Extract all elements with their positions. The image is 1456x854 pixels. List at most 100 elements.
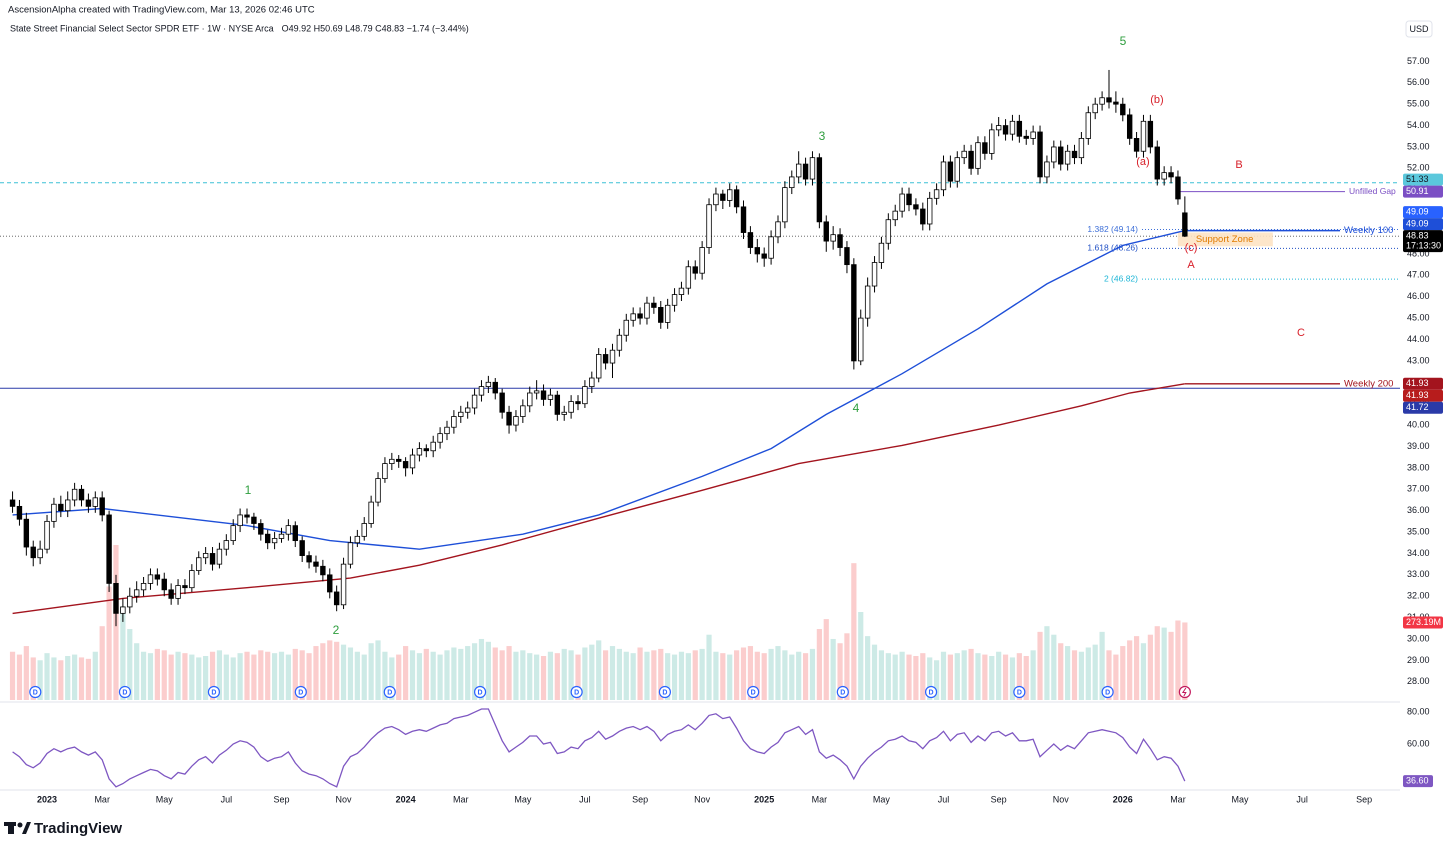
candle-body [837, 234, 843, 248]
volume-bar [465, 646, 471, 700]
candle-body [795, 163, 802, 178]
dividend-marker [29, 685, 42, 699]
dividend-marker [1101, 685, 1114, 699]
candle-body [85, 499, 92, 507]
volume-bar [1051, 634, 1057, 700]
candle-body [230, 525, 236, 542]
ma-label: Weekly 100 [1344, 225, 1393, 236]
volume-bar [203, 655, 209, 700]
logo-mark [4, 822, 16, 826]
candle-body [99, 497, 105, 516]
volume-bar [513, 651, 519, 700]
dividend-marker [836, 685, 849, 699]
candle-body [120, 606, 126, 614]
candle-body [251, 516, 257, 524]
support-zone [1177, 232, 1273, 247]
volume-bar [789, 654, 795, 700]
rsi-label-box [1403, 775, 1433, 788]
level-label: Unfilled Gap [1349, 186, 1396, 196]
volume-bar [223, 654, 229, 700]
candle-body [71, 488, 78, 501]
candle-body [1126, 114, 1133, 139]
price-label: 48.83 [1406, 231, 1429, 241]
volume-bar [734, 650, 740, 700]
volume-bar [216, 650, 223, 700]
volume-bar [527, 653, 533, 700]
candle-body [637, 313, 643, 319]
dividend-label: D [662, 689, 667, 696]
y-tick-label: 57.00 [1407, 56, 1430, 66]
candle-body [320, 565, 326, 576]
volume-bar [65, 655, 71, 700]
volume-bar [444, 650, 450, 700]
candle-body [1099, 97, 1105, 105]
candle-body [678, 287, 685, 295]
candle-body [147, 574, 154, 584]
candle-body [885, 219, 892, 244]
volume-bar [1078, 651, 1085, 700]
dividend-label: D [298, 689, 303, 696]
candle-body [892, 210, 898, 221]
volume-bar [658, 648, 664, 700]
x-tick-label: 2026 [1113, 794, 1133, 804]
volume-bar [9, 651, 16, 700]
volume-bar [127, 629, 133, 700]
candle-body [733, 189, 740, 208]
candle-body [595, 354, 602, 379]
volume-bar [99, 626, 105, 700]
x-tick-label: Jul [579, 794, 591, 804]
wave-label: B [1235, 159, 1242, 171]
volume-bar [713, 651, 719, 700]
volume-bar [692, 650, 698, 700]
y-tick-label: 53.00 [1407, 141, 1430, 151]
currency[interactable]: USD [1409, 24, 1429, 34]
x-tick-label: May [514, 794, 532, 804]
candle-body [809, 157, 816, 180]
volume-bar [451, 647, 457, 700]
candle-body [713, 193, 719, 206]
volume-bar [368, 643, 374, 700]
candle-body [1044, 161, 1050, 178]
volume-bar [1182, 622, 1188, 700]
candle-body [37, 548, 43, 559]
candle-body [720, 193, 726, 201]
candle-body [154, 574, 161, 580]
candle-body [1147, 120, 1154, 148]
volume-bar [947, 654, 953, 700]
candle-body [554, 394, 561, 415]
rsi-tick-label: 60.00 [1407, 738, 1430, 748]
dividend-marker [658, 685, 672, 699]
x-tick-label: Mar [453, 794, 469, 804]
currency-box[interactable] [1405, 20, 1433, 38]
candle-body [830, 234, 836, 242]
candle-body [1120, 103, 1126, 116]
y-tick-label: 33.00 [1407, 569, 1430, 579]
x-tick-label: Jul [1296, 794, 1308, 804]
candle-body [471, 394, 478, 409]
volume-bar [989, 655, 995, 700]
volume-bar [409, 650, 416, 700]
candle-body [1037, 131, 1043, 178]
wave-label: (b) [1150, 94, 1163, 106]
candle-body [864, 285, 871, 319]
volume-pane [9, 545, 1188, 700]
y-tick-label: 34.00 [1407, 548, 1430, 558]
volume-bar [1120, 646, 1126, 700]
volume-bar [575, 654, 581, 700]
volume-bar [458, 648, 464, 700]
candle-body [354, 535, 361, 544]
y-tick-label: 35.00 [1407, 526, 1430, 536]
x-tick-label: Mar [812, 794, 828, 804]
volume-bar [878, 650, 885, 700]
volume-bar [230, 657, 236, 700]
volume-bar [651, 650, 657, 700]
volume-bar [589, 644, 595, 700]
symbol-title: State Street Financial Select Sector SPD… [10, 23, 274, 33]
volume-bar [609, 646, 616, 700]
candle-body [437, 433, 443, 443]
volume-bar [78, 657, 85, 700]
price-label-box [1403, 377, 1443, 390]
candle-body [271, 538, 278, 544]
y-tick-label: 44.00 [1407, 334, 1430, 344]
level-label: 2 (46.82) [1104, 273, 1138, 283]
